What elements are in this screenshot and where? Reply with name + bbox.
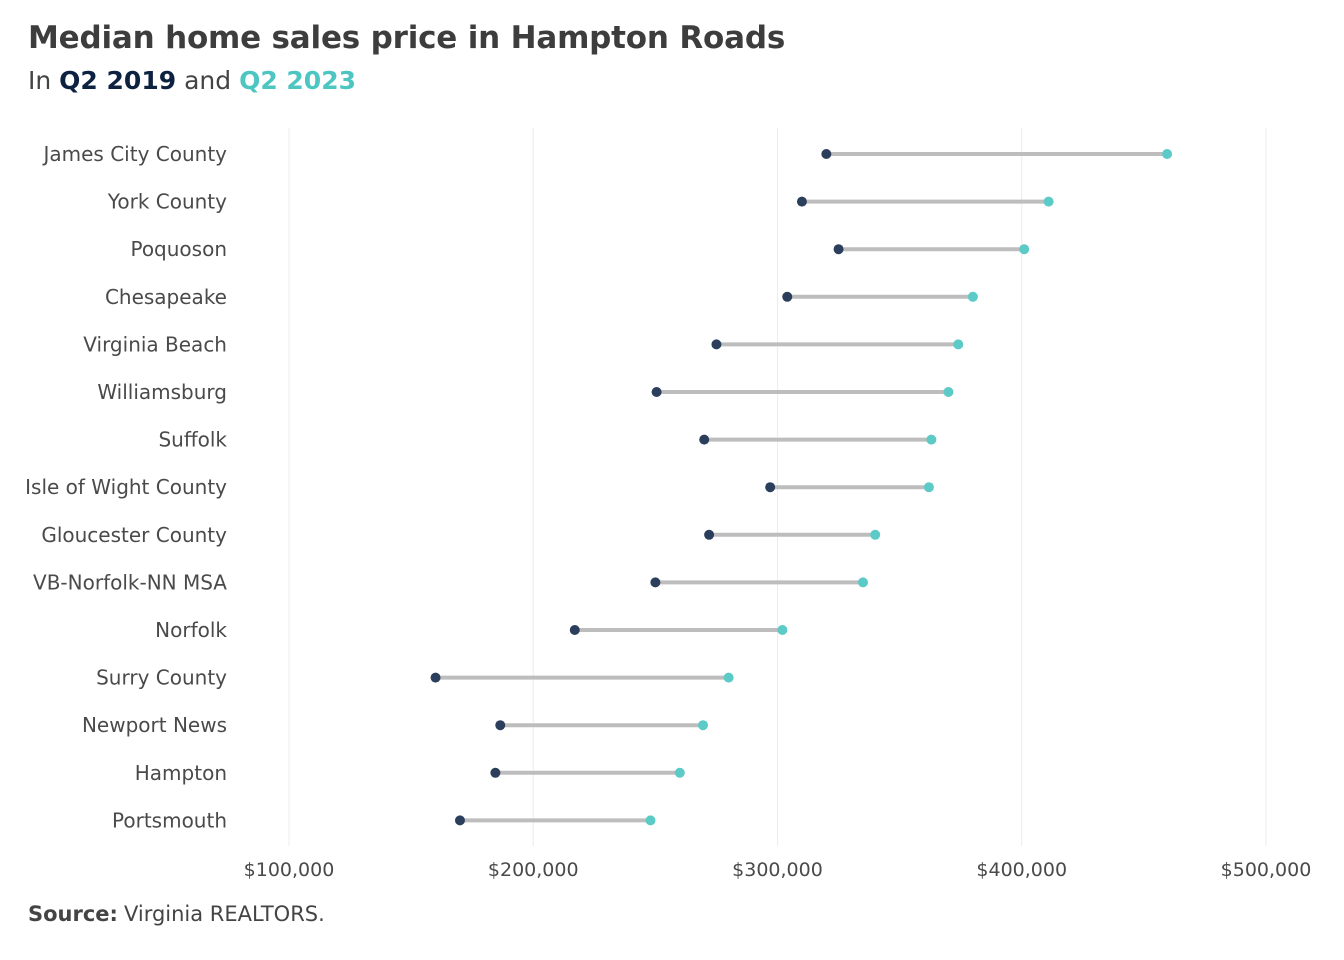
category-label: Suffolk — [158, 428, 227, 452]
source-text: Virginia REALTORS. — [123, 902, 325, 926]
subtitle-connector-word: and — [184, 66, 232, 95]
point-q2-2019 — [454, 815, 465, 826]
chart-title: Median home sales price in Hampton Roads — [28, 20, 786, 56]
point-q2-2023 — [1043, 196, 1054, 207]
point-q2-2023 — [698, 720, 709, 731]
point-q2-2019 — [569, 625, 580, 635]
point-q2-2019 — [833, 244, 844, 255]
subtitle-prefix: In — [28, 66, 52, 95]
point-q2-2019 — [765, 482, 776, 493]
category-label: Norfolk — [155, 618, 227, 642]
category-label: Newport News — [82, 713, 227, 737]
point-q2-2019 — [699, 434, 710, 445]
point-q2-2019 — [490, 767, 501, 778]
category-label: Williamsburg — [97, 380, 227, 404]
point-q2-2019 — [651, 387, 662, 397]
category-label: Virginia Beach — [83, 332, 227, 356]
x-tick-label: $500,000 — [1221, 859, 1312, 881]
point-q2-2023 — [870, 529, 881, 540]
legend-q2-2023: Q2 2023 — [239, 66, 356, 95]
legend-q2-2019: Q2 2019 — [59, 66, 177, 95]
x-tick-label: $400,000 — [976, 859, 1067, 881]
category-label: Poquoson — [130, 237, 227, 261]
x-tick-label: $200,000 — [488, 859, 579, 881]
point-q2-2019 — [704, 529, 715, 540]
point-q2-2019 — [711, 339, 722, 350]
category-label: Surry County — [96, 666, 227, 690]
category-label: Isle of Wight County — [25, 475, 227, 499]
category-label: York County — [107, 190, 227, 214]
point-q2-2023 — [943, 387, 954, 397]
category-label: Chesapeake — [105, 285, 227, 309]
point-q2-2023 — [645, 815, 656, 826]
dumbbell-chart: $100,000 $200,000 $300,000 $400,000 $500,000… — [25, 128, 1312, 881]
point-q2-2023 — [857, 577, 868, 588]
point-q2-2019 — [650, 577, 661, 588]
point-q2-2023 — [777, 625, 788, 635]
category-label: Gloucester County — [41, 523, 227, 547]
point-q2-2019 — [430, 672, 441, 683]
point-q2-2019 — [821, 149, 832, 159]
x-axis-tick-labels: $100,000 $200,000 $300,000 $400,000 $500,000 — [244, 859, 1312, 881]
category-label: James City County — [41, 142, 227, 166]
source-note: Source: Virginia REALTORS. — [28, 902, 325, 926]
point-q2-2023 — [967, 291, 978, 302]
point-q2-2019 — [796, 196, 807, 207]
point-q2-2019 — [495, 720, 506, 731]
chart-subtitle: In Q2 2019 and Q2 2023 — [28, 66, 356, 95]
point-q2-2023 — [723, 672, 734, 683]
category-label: Hampton — [135, 761, 227, 785]
category-label: Portsmouth — [112, 808, 227, 832]
source-label: Source: — [28, 902, 118, 926]
point-q2-2023 — [953, 339, 964, 350]
point-q2-2023 — [923, 482, 934, 493]
point-q2-2023 — [1019, 244, 1030, 255]
point-q2-2023 — [1162, 149, 1173, 159]
point-q2-2019 — [782, 291, 793, 302]
x-tick-label: $300,000 — [732, 859, 823, 881]
point-q2-2023 — [926, 434, 937, 445]
x-tick-label: $100,000 — [244, 859, 335, 881]
category-labels: James City County York County Poquoson Ches… — [25, 142, 227, 832]
data-marks — [430, 149, 1173, 826]
category-label: VB-Norfolk-NN MSA — [33, 570, 227, 594]
point-q2-2023 — [674, 767, 685, 778]
